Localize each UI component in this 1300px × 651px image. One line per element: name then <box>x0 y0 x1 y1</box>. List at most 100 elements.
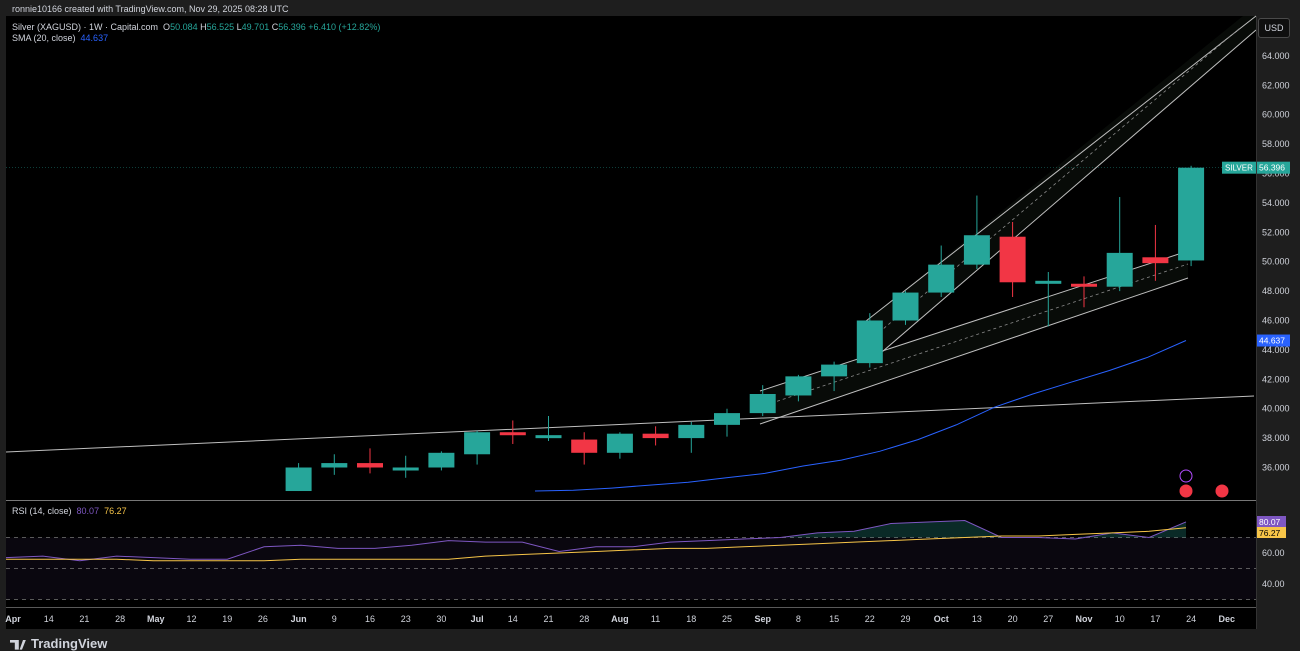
candle-body <box>321 463 348 468</box>
time-tick-label: 26 <box>258 614 268 624</box>
price-tick-label: 52.000 <box>1262 227 1290 237</box>
us-flag-event-icon <box>1179 484 1193 498</box>
candle-body <box>928 264 955 293</box>
change-value: +6.410 (+12.82%) <box>308 22 381 32</box>
time-tick-label: 12 <box>186 614 196 624</box>
rsi-line <box>5 519 1187 562</box>
rsi-label: RSI (14, close) <box>12 506 72 516</box>
time-tick-label: 18 <box>686 614 696 624</box>
sma-price-badge <box>1256 334 1290 347</box>
time-tick-label: 23 <box>401 614 411 624</box>
rsi-ma-badge <box>1256 527 1286 538</box>
rsi-legend[interactable]: RSI (14, close) 80.07 76.27 <box>12 506 127 517</box>
price-tick-label: 50.000 <box>1262 257 1290 267</box>
candle-body <box>1142 257 1169 264</box>
tradingview-logo[interactable]: TradingView <box>10 636 107 651</box>
price-tick-label: 46.000 <box>1262 316 1290 326</box>
open-label: O <box>163 22 171 32</box>
price-tick-label: 58.000 <box>1262 139 1290 149</box>
candle-body <box>1071 283 1097 287</box>
time-tick-label: 28 <box>579 614 589 624</box>
candle-body <box>606 433 633 453</box>
candle-body <box>1106 252 1133 287</box>
candle-body <box>785 376 812 396</box>
rsi-overbought-fill <box>6 520 1186 538</box>
created-by-text: ronnie10166 created with TradingView.com… <box>12 4 289 14</box>
candle-body <box>428 452 455 468</box>
symbol-legend[interactable]: Silver (XAGUSD) · 1W · Capital.com O50.0… <box>12 22 380 33</box>
time-tick-label: 11 <box>651 614 660 624</box>
candle-body <box>749 394 776 414</box>
candle-body <box>963 235 990 265</box>
time-tick-label: 10 <box>1115 614 1125 624</box>
price-tick-label: 40.000 <box>1262 404 1290 414</box>
candle-body <box>571 439 598 453</box>
candle-body <box>357 463 383 468</box>
time-tick-label: 16 <box>365 614 375 624</box>
time-tick-label: 9 <box>332 614 337 624</box>
candle-body <box>678 424 705 439</box>
time-tick-label: 17 <box>1150 614 1160 624</box>
sma-value: 44.637 <box>80 33 109 43</box>
time-tick-label: 13 <box>972 614 982 624</box>
time-tick-label: Oct <box>934 614 949 624</box>
time-tick-label: 24 <box>1186 614 1196 624</box>
candle-body <box>714 413 740 425</box>
symbol-title: Silver (XAGUSD) · 1W · Capital.com <box>12 22 159 32</box>
close-label: C <box>271 22 279 32</box>
currency-button[interactable]: USD <box>1258 18 1290 38</box>
time-tick-label: 29 <box>900 614 910 624</box>
lower-channel-bottom <box>759 277 1189 425</box>
time-tick-label: 14 <box>508 614 518 624</box>
time-tick-label: 21 <box>543 614 553 624</box>
rsi-value: 80.07 <box>76 506 100 516</box>
lower-channel-fill <box>760 251 1188 424</box>
tradingview-brand: TradingView <box>31 636 108 651</box>
time-tick-label: 20 <box>1008 614 1018 624</box>
time-tick-label: 15 <box>829 614 839 624</box>
candle-body <box>499 432 526 436</box>
sma-legend[interactable]: SMA (20, close) 44.637 <box>12 33 108 44</box>
time-tick-label: 14 <box>44 614 54 624</box>
candle-body <box>999 236 1026 283</box>
price-tick-label: 64.000 <box>1262 51 1290 61</box>
low-value: 49.701 <box>241 22 270 32</box>
open-value: 50.084 <box>170 22 198 32</box>
candle-body <box>642 433 669 439</box>
price-tick-label: 62.000 <box>1262 80 1290 90</box>
price-tick-label: 54.000 <box>1262 198 1290 208</box>
sma-line <box>534 340 1187 492</box>
silver-symbol-label: SILVER <box>1225 164 1253 173</box>
time-tick-label: May <box>147 614 165 624</box>
tradingview-logo-icon <box>10 639 26 650</box>
high-value: 56.525 <box>206 22 235 32</box>
time-tick-label: Apr <box>5 614 21 624</box>
price-tick-label: 36.000 <box>1262 463 1290 473</box>
upper-channel-fill <box>866 16 1256 358</box>
candle-body <box>1035 280 1062 284</box>
time-tick-label: 25 <box>722 614 732 624</box>
candle-body <box>892 292 919 321</box>
time-tick-label: 19 <box>222 614 232 624</box>
time-tick-label: 30 <box>436 614 446 624</box>
silver-symbol-badge <box>1222 161 1256 174</box>
time-tick-label: Dec <box>1219 614 1236 624</box>
time-tick-label: 28 <box>115 614 125 624</box>
long-trendline <box>5 395 1255 453</box>
rsi-tick-label: 40.00 <box>1262 579 1285 589</box>
last-price-badge <box>1256 161 1290 174</box>
candle-body <box>392 467 419 471</box>
price-tick-label: 60.000 <box>1262 110 1290 120</box>
time-tick-label: 21 <box>79 614 89 624</box>
candle-body <box>285 467 312 492</box>
lightning-event-icon <box>1179 469 1193 483</box>
chart-background[interactable] <box>6 16 1256 629</box>
close-value: 56.396 <box>278 22 306 32</box>
rsi-tick-label: 60.00 <box>1262 548 1285 558</box>
time-tick-label: Nov <box>1075 614 1092 624</box>
rsi-ma-label: 76.27 <box>1259 528 1281 538</box>
us-flag-event-icon <box>1215 484 1229 498</box>
candle-body <box>1178 167 1205 261</box>
